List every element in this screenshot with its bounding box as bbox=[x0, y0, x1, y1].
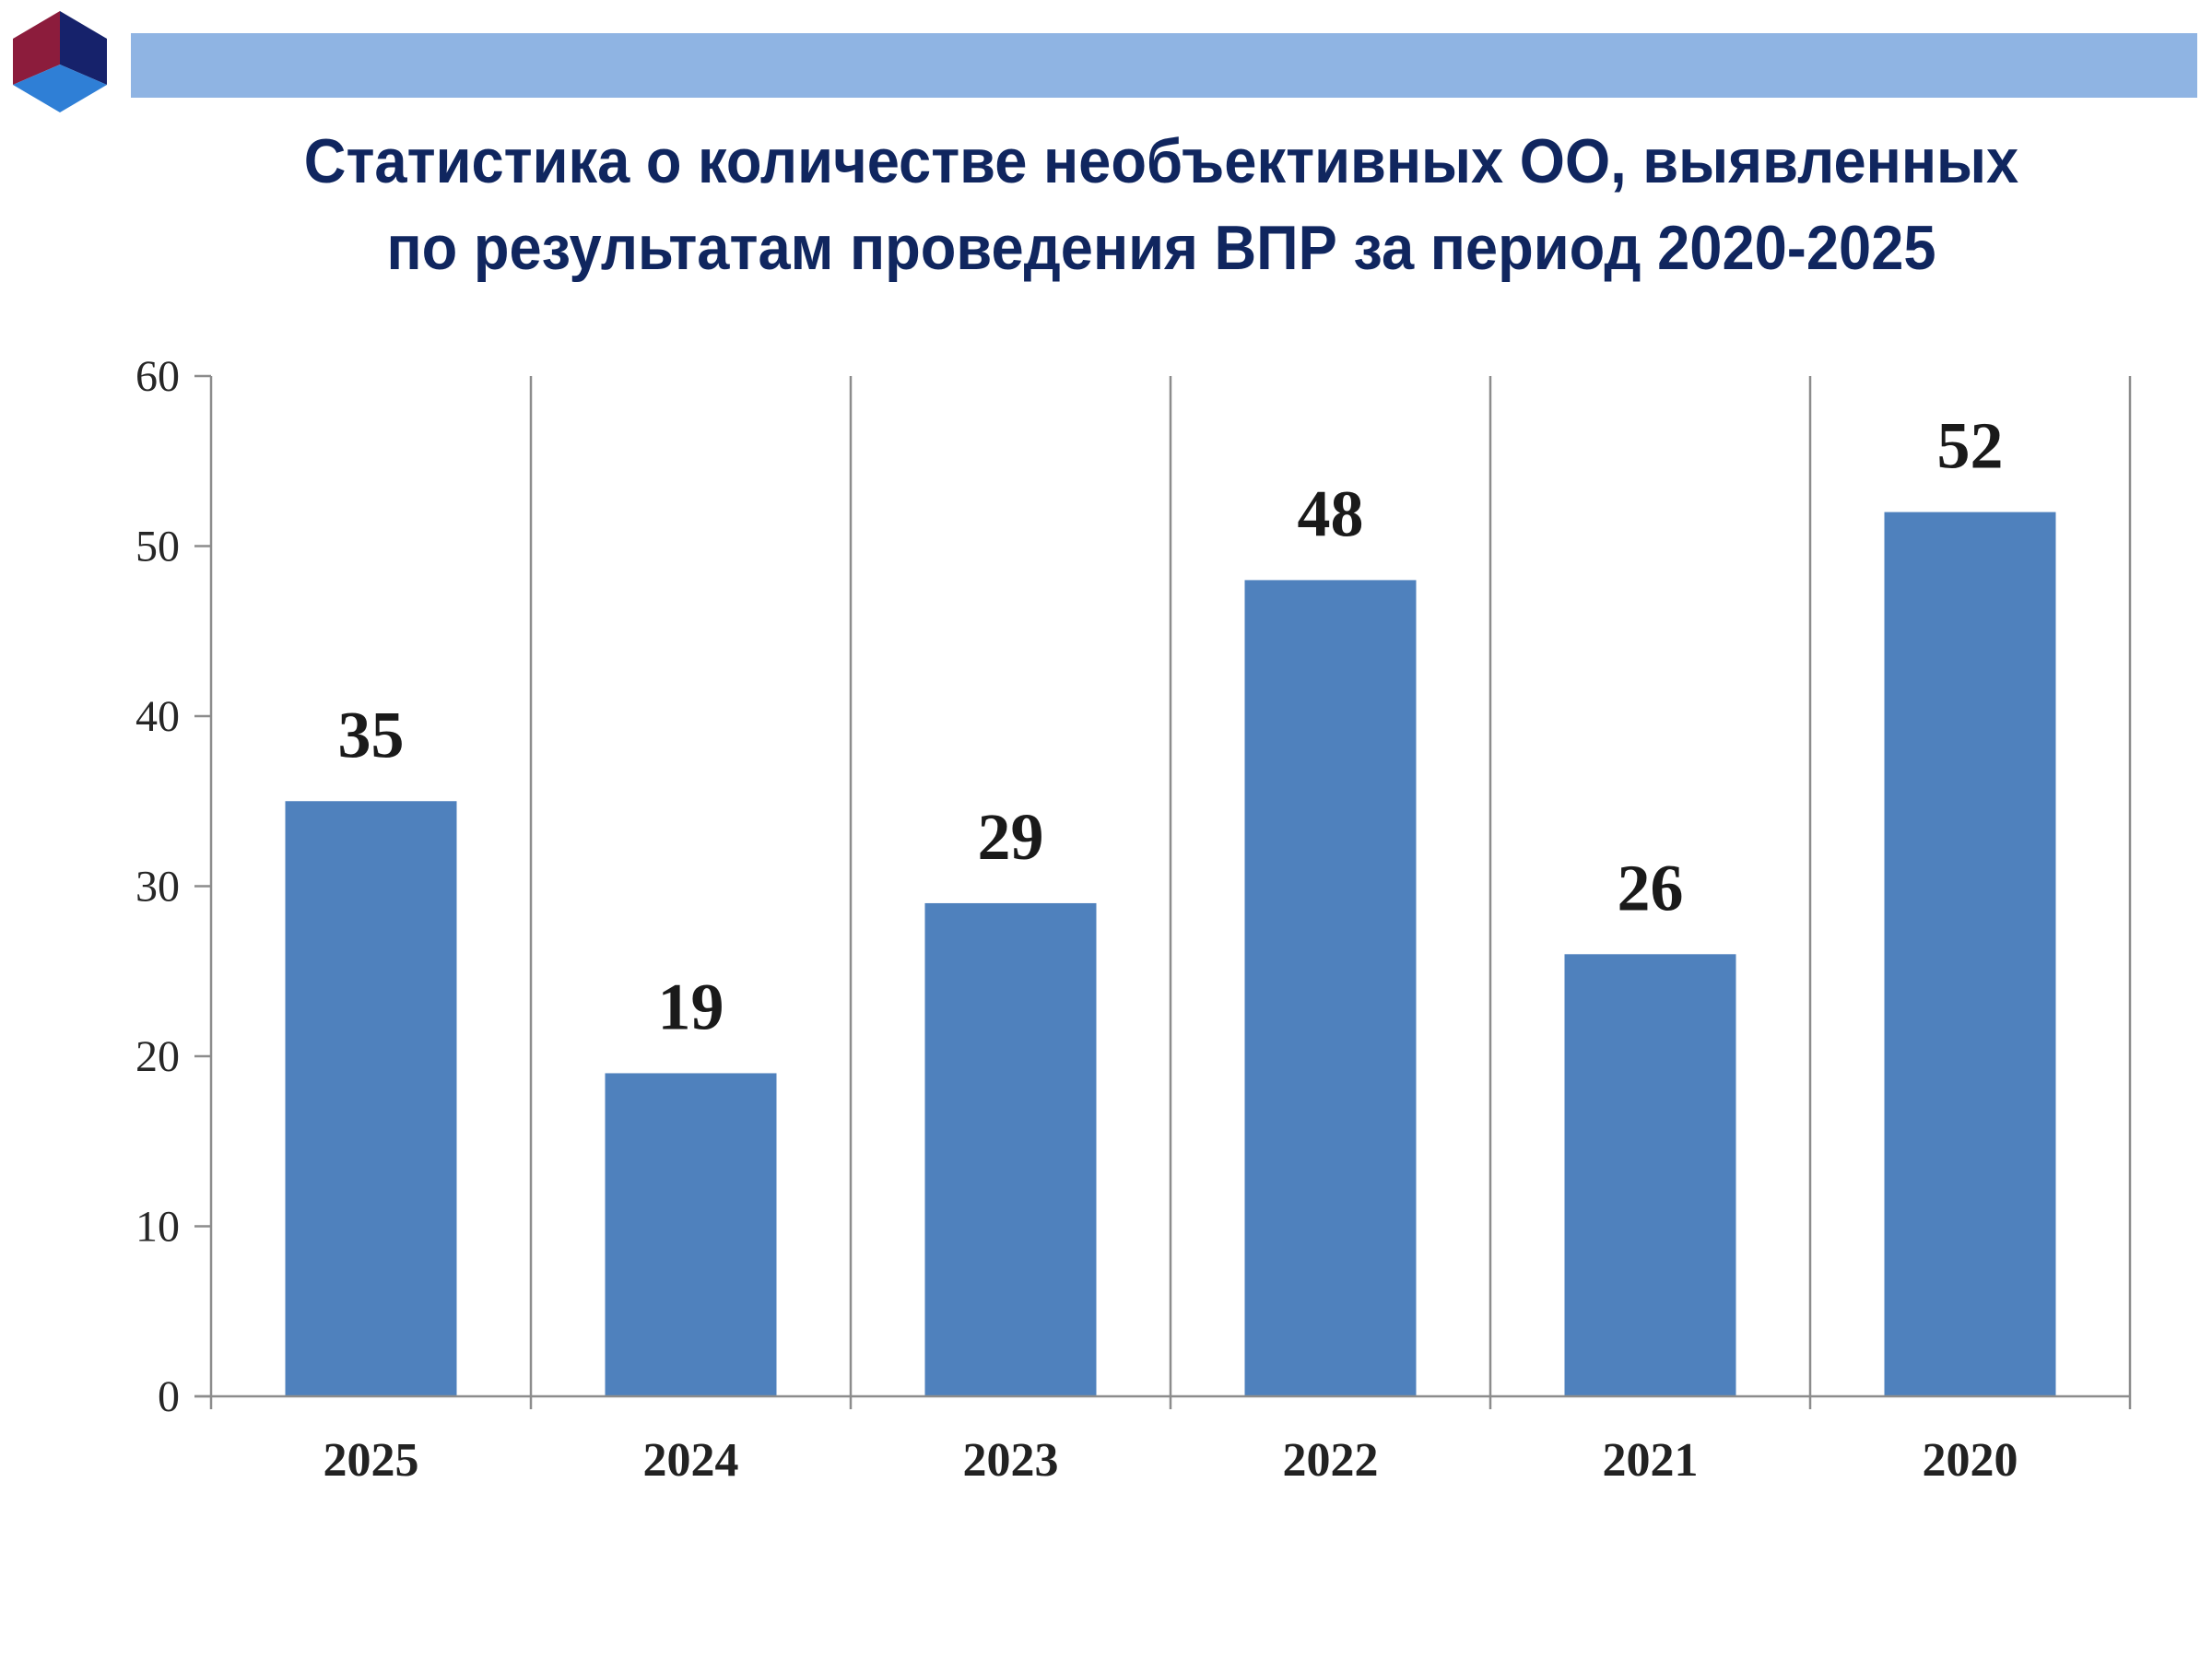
logo-right-face bbox=[60, 11, 107, 85]
y-tick-label: 40 bbox=[135, 692, 180, 741]
x-tick-label-2025: 2025 bbox=[324, 1434, 419, 1487]
x-tick-label-2022: 2022 bbox=[1283, 1434, 1379, 1487]
bar-2025 bbox=[285, 801, 457, 1396]
bar-2023 bbox=[924, 902, 1097, 1396]
chart-bars bbox=[285, 512, 2056, 1396]
y-tick-label: 0 bbox=[158, 1372, 180, 1421]
y-tick-label: 60 bbox=[135, 352, 180, 401]
x-tick-label-2023: 2023 bbox=[963, 1434, 1059, 1487]
header-bar bbox=[131, 33, 2197, 98]
chart-labels: 35 19 29 48 26 52 0 10 20 30 40 50 60 2025 2024 2023 202… bbox=[135, 352, 2018, 1487]
y-tick-label: 30 bbox=[135, 863, 180, 912]
data-label-2023: 29 bbox=[978, 800, 1044, 874]
page-title: Статистика о количестве необъективных ОО… bbox=[81, 118, 2212, 291]
data-label-2022: 48 bbox=[1298, 477, 1364, 550]
bar-2020 bbox=[1884, 512, 2056, 1396]
logo-bottom-face bbox=[13, 65, 107, 112]
y-tick-label: 10 bbox=[135, 1203, 180, 1252]
x-tick-label-2021: 2021 bbox=[1603, 1434, 1699, 1487]
data-label-2020: 52 bbox=[1937, 409, 2004, 483]
y-tick-label: 50 bbox=[135, 523, 180, 571]
bar-2021 bbox=[1564, 954, 1736, 1396]
cube-logo-icon bbox=[13, 11, 107, 112]
bar-2024 bbox=[605, 1073, 777, 1396]
bar-2022 bbox=[1244, 580, 1417, 1396]
data-label-2025: 35 bbox=[338, 698, 405, 771]
title-line-1: Статистика о количестве необъективных ОО… bbox=[303, 126, 2019, 196]
data-label-2024: 19 bbox=[658, 970, 724, 1043]
chart-axes bbox=[194, 374, 2130, 1409]
x-tick-label-2024: 2024 bbox=[643, 1434, 739, 1487]
y-tick-label: 20 bbox=[135, 1032, 180, 1081]
chart-grid bbox=[529, 376, 2132, 1409]
x-tick-label-2020: 2020 bbox=[1923, 1434, 2018, 1487]
logo-left-face bbox=[13, 11, 60, 85]
data-label-2021: 26 bbox=[1618, 851, 1684, 924]
title-line-2: по результатам проведения ВПР за период … bbox=[386, 213, 1936, 283]
